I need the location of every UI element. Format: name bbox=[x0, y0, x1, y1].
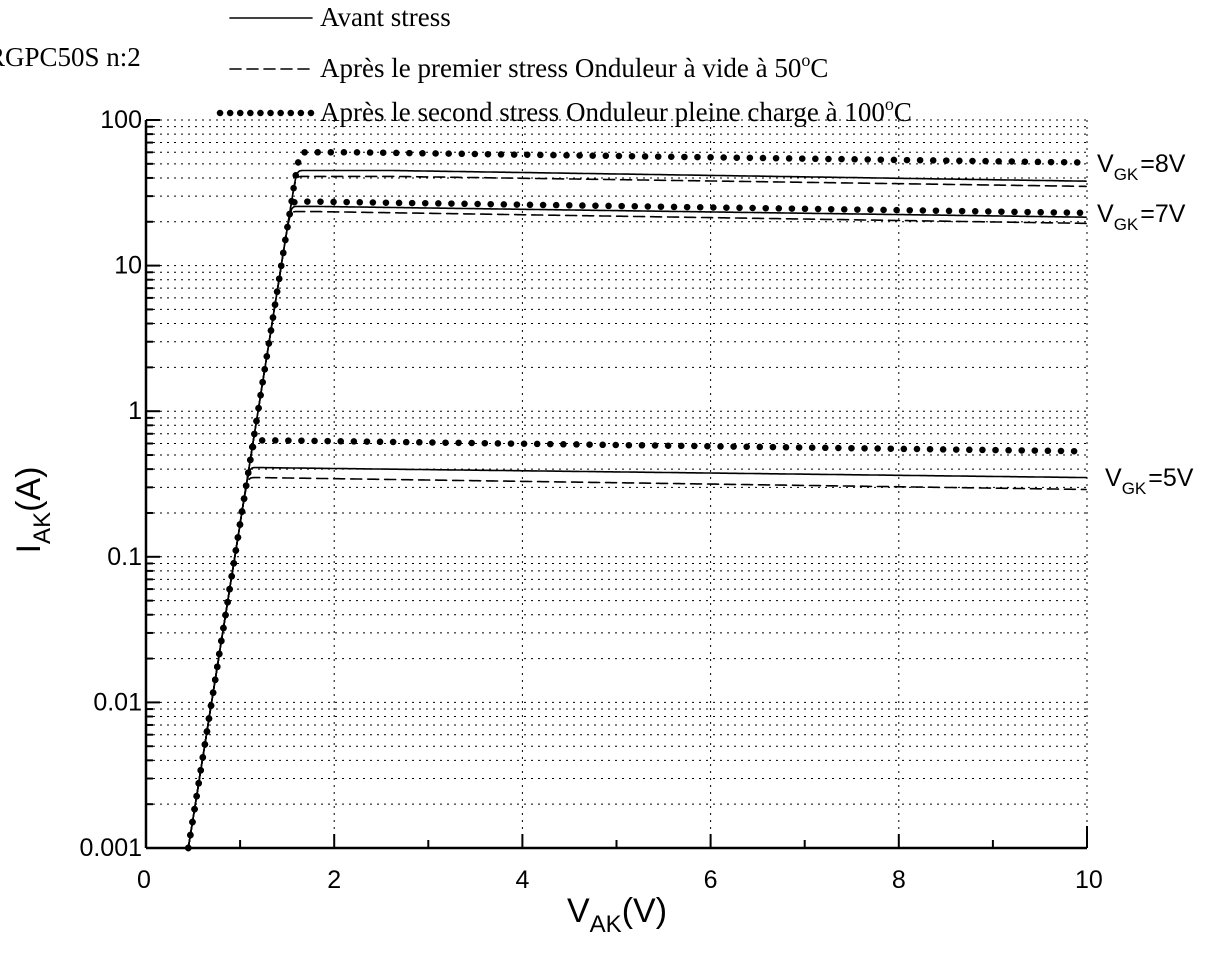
series-line-vgk-8v-dotted bbox=[185, 149, 1090, 852]
y-axis-label-main: I bbox=[10, 544, 48, 553]
x-tick-label: 10 bbox=[1075, 866, 1103, 894]
y-tick-label: 10 bbox=[114, 252, 142, 280]
curve-label-main: V bbox=[1105, 464, 1122, 492]
axes: 0.001 0.01 0.1 1 10 100 0 2 4 6 8 10 bbox=[79, 106, 1102, 894]
y-axis-label-sub: AK bbox=[29, 512, 56, 544]
series-line-vgk-7v-dotted bbox=[185, 198, 1090, 852]
legend-entry-solid: Avant stress bbox=[320, 2, 451, 32]
legend-degree: o bbox=[885, 94, 894, 114]
series-line-vgk-5v-dashed bbox=[187, 476, 1087, 849]
y-tick-label: 0.1 bbox=[107, 543, 142, 571]
y-axis-label: IAK(A) bbox=[10, 467, 56, 554]
curve-label-vgk: VGK=5V bbox=[1105, 464, 1194, 498]
curve-label-value: =7V bbox=[1140, 200, 1186, 228]
legend-entry-dotted: Après le second stress Onduleur pleine c… bbox=[320, 94, 912, 127]
legend-text: Après le second stress Onduleur pleine c… bbox=[320, 97, 885, 127]
x-tick-label: 0 bbox=[137, 866, 151, 894]
y-tick-label: 100 bbox=[100, 106, 142, 134]
curve-label-value: =5V bbox=[1148, 464, 1194, 492]
series-line-vgk-5v-dotted bbox=[185, 437, 1090, 852]
labels: VAK(V)IAK(A)IRGPC50S n:2VGK=8VVGK=7VVGK=… bbox=[0, 42, 1194, 938]
curve-label-value: =8V bbox=[1140, 150, 1186, 178]
x-axis-label: VAK(V) bbox=[567, 892, 667, 938]
x-axis-label-sub: AK bbox=[590, 911, 622, 938]
legend-entry-dashed: Après le premier stress Onduleur à vide … bbox=[320, 50, 828, 83]
curve-label-sub: GK bbox=[1114, 165, 1139, 184]
curve-label-vgk: VGK=7V bbox=[1097, 200, 1186, 234]
series-line-vgk-7v-dashed bbox=[187, 210, 1087, 849]
series-line-vgk-7v-solid bbox=[187, 205, 1087, 849]
curve-label-main: V bbox=[1097, 200, 1114, 228]
device-label: IRGPC50S n:2 bbox=[0, 42, 141, 72]
legend-degree: o bbox=[801, 50, 810, 70]
curves bbox=[185, 149, 1090, 852]
y-tick-label: 0.001 bbox=[79, 834, 142, 862]
curve-label-main: V bbox=[1097, 150, 1114, 178]
curve-label-sub: GK bbox=[1114, 215, 1139, 234]
x-tick-label: 2 bbox=[327, 866, 341, 894]
legend-unit: C bbox=[894, 97, 912, 127]
legend-unit: C bbox=[810, 53, 828, 83]
legend: Avant stress Après le premier stress Ondu… bbox=[216, 2, 912, 127]
curve-label-vgk: VGK=8V bbox=[1097, 150, 1186, 184]
series-line-vgk-5v-solid bbox=[187, 466, 1087, 849]
x-tick-label: 4 bbox=[515, 866, 529, 894]
y-tick-label: 1 bbox=[128, 397, 142, 425]
x-tick-label: 8 bbox=[892, 866, 906, 894]
legend-text: Après le premier stress Onduleur à vide … bbox=[320, 53, 801, 83]
x-axis-label-unit: (V) bbox=[622, 892, 667, 930]
legend-text: Avant stress bbox=[320, 2, 451, 32]
x-axis-label-main: V bbox=[567, 892, 590, 930]
curve-label-sub: GK bbox=[1122, 479, 1147, 498]
y-axis-label-unit: (A) bbox=[10, 467, 48, 512]
series-line-vgk-8v-dashed bbox=[187, 175, 1087, 849]
x-tick-label: 6 bbox=[704, 866, 718, 894]
series-line-vgk-8v-solid bbox=[187, 169, 1087, 849]
y-tick-label: 0.01 bbox=[93, 688, 142, 716]
